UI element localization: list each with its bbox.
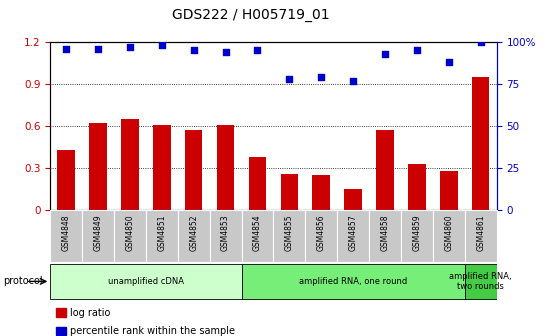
Bar	[440, 171, 458, 210]
Point	[285, 76, 294, 82]
Bar	[89, 123, 107, 210]
Bar	[337, 210, 369, 262]
Text: GSM4849: GSM4849	[94, 214, 103, 251]
Point	[62, 46, 71, 51]
Bar	[376, 130, 394, 210]
Bar	[281, 174, 298, 210]
Text: GSM4857: GSM4857	[349, 214, 358, 251]
Point	[94, 46, 103, 51]
Text: GSM4851: GSM4851	[157, 214, 166, 251]
Bar	[82, 210, 114, 262]
Bar	[242, 264, 465, 299]
Text: GSM4854: GSM4854	[253, 214, 262, 251]
Text: GSM4861: GSM4861	[476, 214, 485, 251]
Point	[189, 48, 198, 53]
Bar	[305, 210, 337, 262]
Bar	[185, 130, 203, 210]
Point	[221, 49, 230, 55]
Point	[444, 59, 453, 65]
Bar	[178, 210, 210, 262]
Text: amplified RNA, one round: amplified RNA, one round	[299, 277, 407, 286]
Bar	[273, 210, 305, 262]
Bar	[217, 125, 234, 210]
Bar	[408, 164, 426, 210]
Text: unamplified cDNA: unamplified cDNA	[108, 277, 184, 286]
Point	[349, 78, 358, 83]
Point	[412, 48, 421, 53]
Text: GSM4852: GSM4852	[189, 214, 198, 251]
Point	[317, 75, 326, 80]
Text: GSM4855: GSM4855	[285, 214, 294, 251]
Bar	[114, 210, 146, 262]
Point	[157, 43, 166, 48]
Text: protocol: protocol	[3, 277, 42, 286]
Bar	[401, 210, 433, 262]
Bar	[433, 210, 465, 262]
Text: percentile rank within the sample: percentile rank within the sample	[70, 326, 235, 336]
Text: GSM4850: GSM4850	[126, 214, 134, 251]
Point	[476, 39, 485, 45]
Point	[253, 48, 262, 53]
Bar	[50, 264, 242, 299]
Bar	[146, 210, 178, 262]
Bar	[344, 189, 362, 210]
Text: GDS222 / H005719_01: GDS222 / H005719_01	[172, 8, 330, 23]
Text: GSM4853: GSM4853	[221, 214, 230, 251]
Bar	[312, 175, 330, 210]
Bar	[472, 77, 489, 210]
Bar	[210, 210, 242, 262]
Bar	[121, 119, 139, 210]
Bar	[465, 264, 497, 299]
Bar	[465, 210, 497, 262]
Bar	[249, 157, 266, 210]
Bar	[153, 125, 171, 210]
Bar	[50, 210, 82, 262]
Text: GSM4859: GSM4859	[412, 214, 421, 251]
Point	[381, 51, 389, 56]
Text: GSM4858: GSM4858	[381, 214, 389, 251]
Text: GSM4856: GSM4856	[317, 214, 326, 251]
Text: GSM4848: GSM4848	[62, 214, 71, 251]
Text: amplified RNA,
two rounds: amplified RNA, two rounds	[449, 272, 512, 291]
Bar	[57, 150, 75, 210]
Text: log ratio: log ratio	[70, 308, 110, 318]
Bar	[242, 210, 273, 262]
Text: GSM4860: GSM4860	[444, 214, 453, 251]
Bar	[369, 210, 401, 262]
Point	[126, 44, 134, 50]
